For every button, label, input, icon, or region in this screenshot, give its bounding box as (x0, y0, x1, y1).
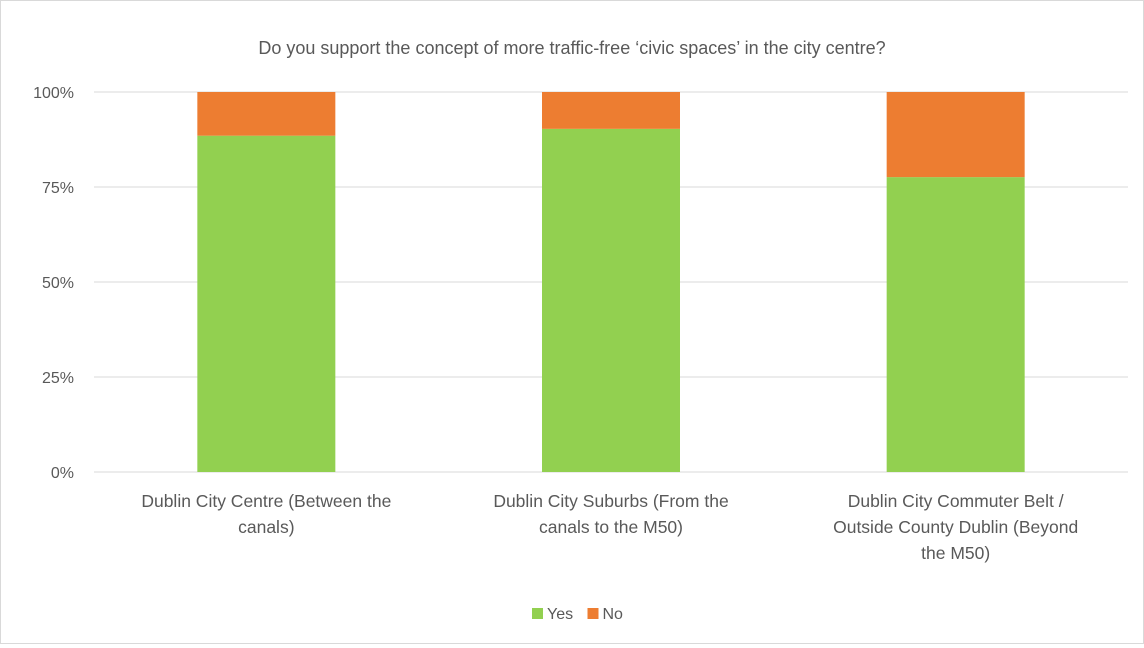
y-tick-label: 100% (33, 85, 74, 102)
bar-no-3 (886, 92, 1025, 178)
y-tick-label: 50% (42, 275, 74, 292)
bar-no-1 (197, 92, 336, 136)
x-axis-labels: Dublin City Centre (Between the canals) Du… (141, 491, 1078, 563)
bars (197, 92, 1025, 473)
x-category-label: the M50) (921, 543, 990, 563)
legend-swatch-no (587, 608, 599, 619)
x-category-label: Dublin City Commuter Belt / (848, 491, 1064, 511)
x-category-label: Outside County Dublin (Beyond (833, 517, 1078, 537)
bar-no-2 (542, 92, 680, 129)
legend-swatch-yes (532, 608, 543, 619)
bar-yes-2 (542, 128, 680, 473)
x-category-label: Dublin City Centre (Between the (141, 491, 391, 511)
y-tick-label: 75% (42, 180, 74, 197)
y-axis-ticks: 0% 25% 50% 75% 100% (33, 85, 74, 482)
x-category-label: canals to the M50) (539, 517, 683, 537)
legend-label-no: No (603, 606, 624, 623)
x-category-label: canals) (238, 517, 294, 537)
bar-yes-1 (197, 135, 336, 472)
y-tick-label: 25% (42, 370, 74, 387)
legend: Yes No (532, 606, 623, 623)
x-category-label: Dublin City Suburbs (From the (493, 491, 728, 511)
chart-title: Do you support the concept of more traff… (258, 38, 885, 58)
y-tick-label: 0% (51, 465, 74, 482)
legend-label-yes: Yes (547, 606, 573, 623)
bar-yes-3 (886, 177, 1025, 472)
